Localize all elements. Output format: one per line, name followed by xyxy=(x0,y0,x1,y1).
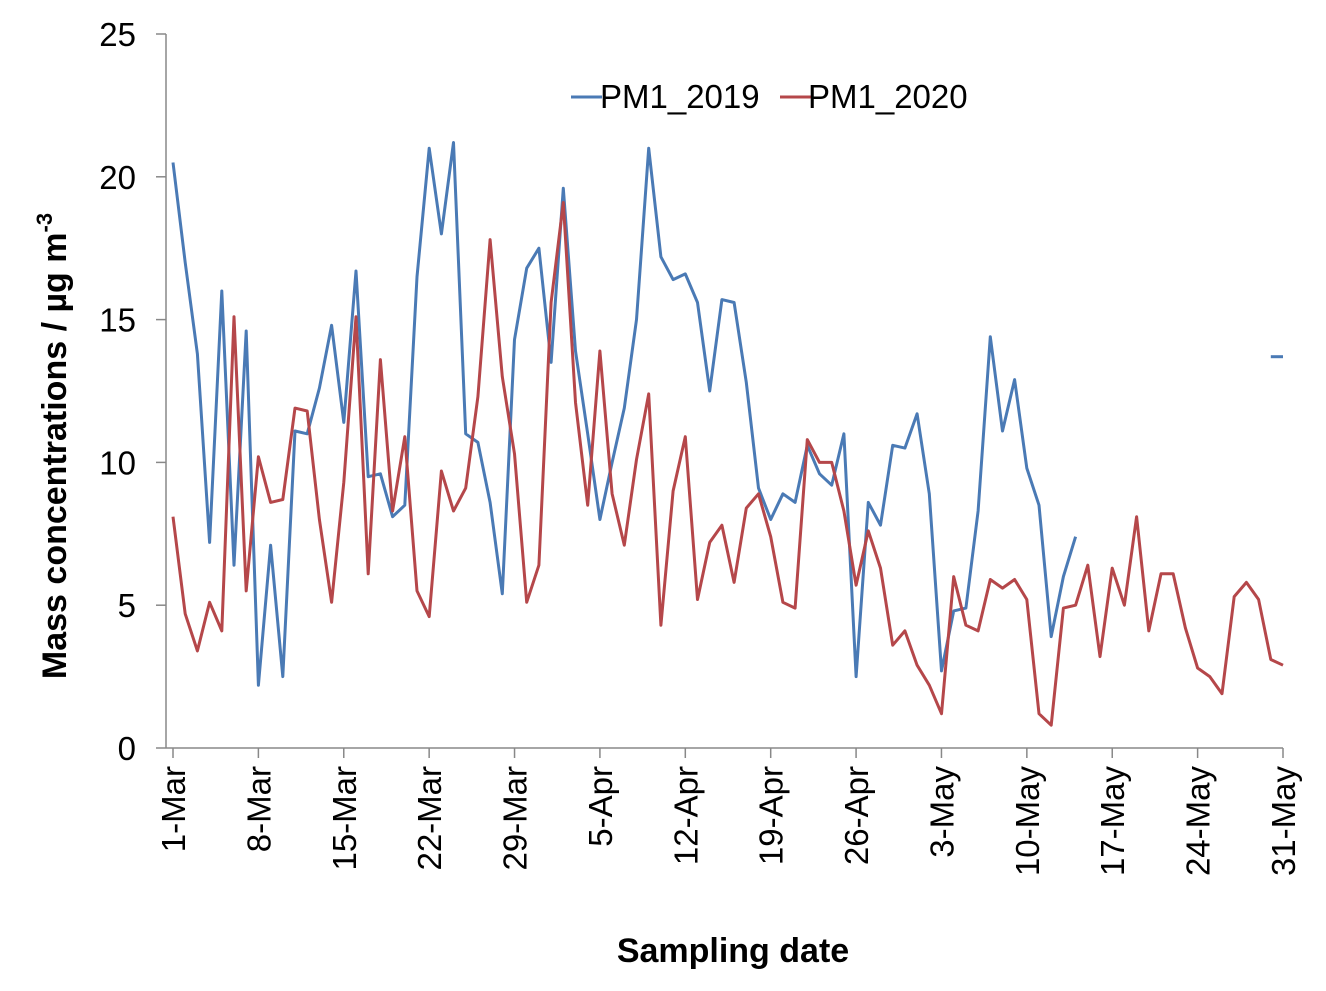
y-tick-label: 25 xyxy=(99,16,136,53)
x-tick-label: 1-Mar xyxy=(155,766,192,852)
x-tick-label: 22-Mar xyxy=(411,766,448,871)
axes xyxy=(165,34,1283,749)
y-tick-label: 15 xyxy=(99,302,136,339)
x-axis-title: Sampling date xyxy=(617,932,849,970)
x-tick-label: 24-May xyxy=(1180,766,1217,877)
x-tick-label: 12-Apr xyxy=(667,766,704,865)
x-ticks: 1-Mar 8-Mar 15-Mar 22-Mar 29-Mar 5-Apr 12-Apr 1… xyxy=(155,748,1302,876)
x-tick-label: 17-May xyxy=(1094,766,1131,877)
y-axis-title: Mass concentrations / µg m-3 xyxy=(32,213,74,679)
legend: PM1_2019 PM1_2020 xyxy=(571,78,968,115)
x-tick-label: 5-Apr xyxy=(582,766,619,847)
y-axis-title-main: Mass concentrations / µg m xyxy=(36,232,74,679)
x-tick-label: 19-Apr xyxy=(753,766,790,865)
x-tick-label: 3-May xyxy=(923,766,960,858)
y-tick-label: 0 xyxy=(118,730,136,767)
y-axis-title-superscript: -3 xyxy=(32,213,57,233)
x-tick-label: 10-May xyxy=(1009,766,1046,877)
series-line-pm1-2020 xyxy=(171,201,1284,727)
legend-label-pm1-2019: PM1_2019 xyxy=(600,78,760,115)
x-tick-label: 29-Mar xyxy=(497,766,534,871)
x-tick-label: 26-Apr xyxy=(838,766,875,865)
series-lines xyxy=(171,141,1284,727)
series-line-pm1-2019 xyxy=(171,141,1078,687)
y-tick-label: 5 xyxy=(118,587,136,624)
y-tick-label: 10 xyxy=(99,444,136,481)
x-tick-label: 31-May xyxy=(1265,766,1302,877)
legend-label-pm1-2020: PM1_2020 xyxy=(808,78,968,115)
y-ticks: 0 5 10 15 20 25 xyxy=(99,16,166,767)
y-tick-label: 20 xyxy=(99,159,136,196)
x-tick-label: 15-Mar xyxy=(326,766,363,871)
x-tick-label: 8-Mar xyxy=(240,766,277,852)
